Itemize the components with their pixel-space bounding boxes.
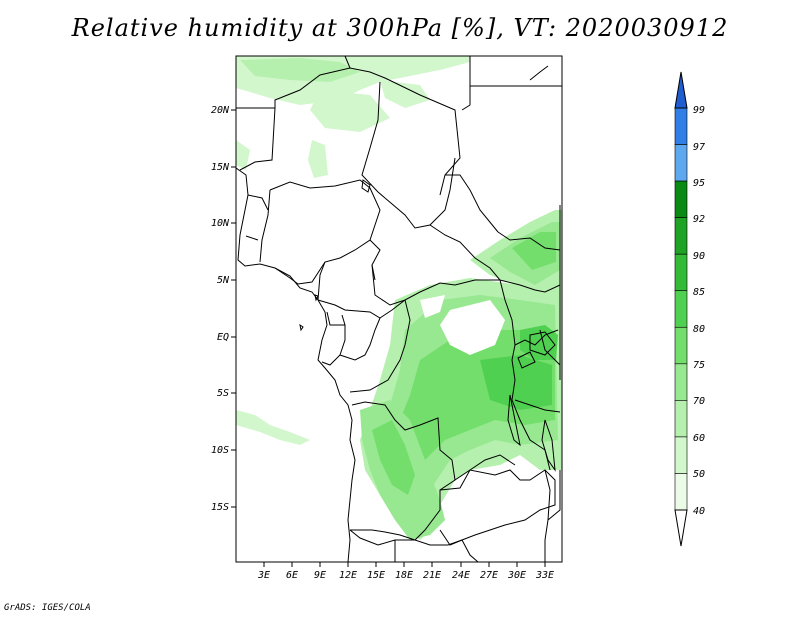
colorbar-segment: [674, 180, 688, 218]
colorbar-segment: [674, 326, 688, 365]
colorbar-segment: [674, 144, 688, 182]
lon-label-30e: 30E: [507, 570, 526, 581]
lon-label-15e: 15E: [367, 570, 385, 581]
colorbar-label-75: 75: [693, 360, 705, 371]
lon-label-9e: 9E: [314, 570, 326, 581]
colorbar-segment: [674, 217, 688, 255]
colorbar-segment: [674, 473, 688, 511]
lon-label-12e: 12E: [339, 570, 357, 581]
lat-label-eq: EQ: [217, 332, 229, 343]
lat-label-15s: 15S: [211, 502, 229, 513]
colorbar-label-70: 70: [693, 396, 705, 407]
lon-label-3e: 3E: [257, 570, 270, 581]
lon-label-24e: 24E: [452, 570, 470, 581]
map-frame: [235, 55, 563, 563]
colorbar-segment: [674, 290, 688, 328]
country-borders: [235, 55, 562, 563]
colorbar-label-95: 95: [693, 178, 705, 189]
lon-label-18e: 18E: [395, 570, 413, 581]
humidity-shading: [236, 56, 562, 540]
colorbar: 99 97 95 92 90 85 80 75 70 60 50 40: [674, 71, 705, 547]
colorbar-segment: [674, 253, 688, 292]
colorbar-segment: [674, 107, 688, 145]
lat-label-10s: 10S: [211, 445, 229, 456]
colorbar-top-arrow: [674, 71, 688, 109]
lat-label-5s: 5S: [217, 388, 229, 399]
lat-tick-marks: [231, 109, 236, 508]
colorbar-label-60: 60: [693, 433, 705, 444]
colorbar-segment: [674, 436, 688, 474]
lat-label-5n: 5N: [217, 275, 230, 286]
colorbar-label-97: 97: [693, 142, 705, 153]
colorbar-segments: [674, 107, 688, 511]
colorbar-label-85: 85: [693, 287, 705, 298]
map-title: Relative humidity at 300hPa [%], VT: 202…: [71, 14, 729, 42]
lon-label-33e: 33E: [535, 570, 554, 581]
colorbar-labels: 99 97 95 92 90 85 80 75 70 60 50 40: [693, 105, 705, 517]
colorbar-label-92: 92: [693, 214, 705, 225]
colorbar-label-99: 99: [693, 105, 705, 116]
colorbar-segment: [674, 363, 688, 401]
colorbar-label-90: 90: [693, 251, 705, 262]
lat-tick-labels: 20N 15N 10N 5N EQ 5S 10S 15S: [211, 105, 230, 513]
colorbar-label-80: 80: [693, 324, 705, 335]
lon-label-21e: 21E: [423, 570, 441, 581]
colorbar-bottom-arrow: [674, 509, 688, 547]
colorbar-segment: [674, 400, 688, 438]
lat-label-20n: 20N: [211, 105, 230, 116]
lat-label-10n: 10N: [211, 218, 230, 229]
colorbar-label-40: 40: [693, 506, 705, 517]
lon-tick-marks: [263, 562, 546, 567]
lon-tick-labels: 3E 6E 9E 12E 15E 18E 21E 24E 27E 30E 33E: [257, 570, 554, 581]
colorbar-label-50: 50: [693, 469, 705, 480]
lon-label-6e: 6E: [286, 570, 298, 581]
lat-label-15n: 15N: [211, 162, 230, 173]
grads-credit: GrADS: IGES/COLA: [4, 603, 91, 613]
lon-label-27e: 27E: [480, 570, 498, 581]
